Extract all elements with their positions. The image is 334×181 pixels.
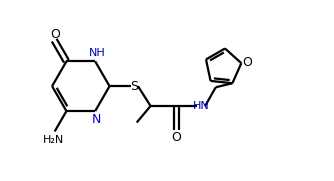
Text: N: N (92, 113, 101, 126)
Text: O: O (243, 56, 253, 69)
Text: O: O (51, 28, 60, 41)
Text: HN: HN (193, 101, 210, 111)
Text: S: S (130, 80, 138, 93)
Text: H₂N: H₂N (43, 134, 64, 144)
Text: O: O (171, 131, 181, 144)
Text: NH: NH (89, 48, 106, 58)
